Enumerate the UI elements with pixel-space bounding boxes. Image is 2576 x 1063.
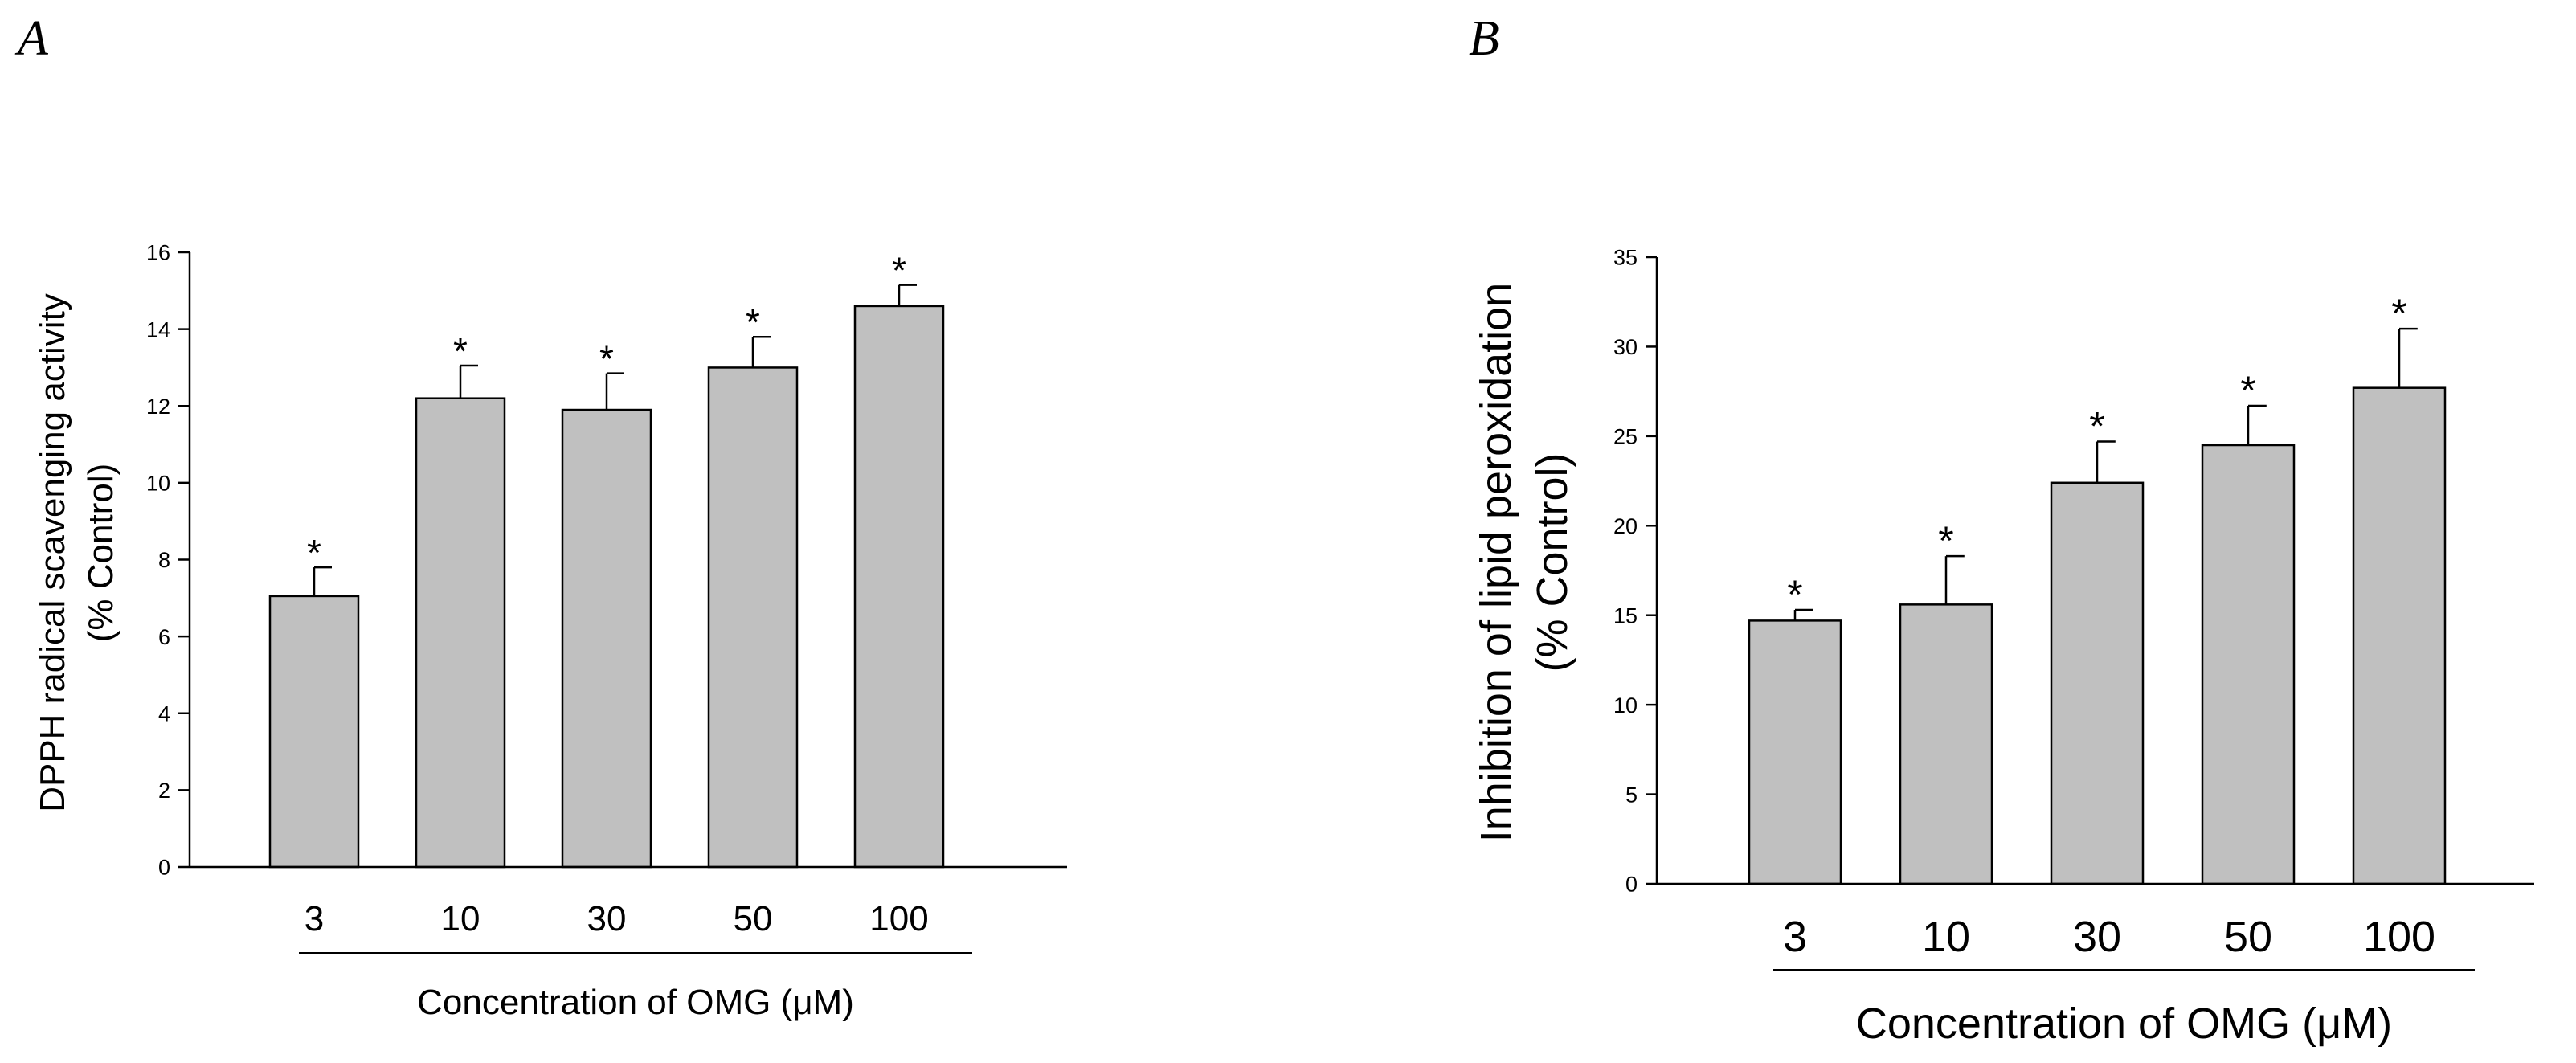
x-category-label: 50 bbox=[734, 899, 773, 938]
significance-marker: * bbox=[746, 301, 760, 343]
bar bbox=[853, 305, 945, 869]
x-axis-ticks: 3 10 30 50 100 bbox=[305, 899, 929, 938]
bar bbox=[1748, 619, 1842, 885]
panel-label: A bbox=[14, 11, 49, 66]
y-tick-label: 8 bbox=[158, 548, 170, 572]
bar bbox=[1899, 603, 1993, 885]
x-category-label: 3 bbox=[1783, 913, 1807, 961]
y-tick-label: 0 bbox=[158, 856, 170, 880]
y-tick-label: 14 bbox=[146, 317, 170, 341]
x-category-label: 30 bbox=[587, 899, 627, 938]
bar bbox=[707, 366, 799, 869]
significance-marker: * bbox=[2240, 368, 2255, 413]
y-tick-label: 16 bbox=[146, 241, 170, 265]
y-tick-label: 12 bbox=[146, 395, 170, 419]
y-axis-title-line2: (% Control) bbox=[81, 464, 121, 643]
significance-marker: * bbox=[1787, 572, 1802, 617]
y-tick-label: 4 bbox=[158, 701, 170, 726]
x-category-label: 10 bbox=[441, 899, 480, 938]
y-tick-label: 20 bbox=[1613, 514, 1638, 538]
chart-panel-b: B Inhibition of lipid peroxidation (% Co… bbox=[1469, 11, 2534, 1048]
x-category-label: 50 bbox=[2224, 913, 2272, 961]
bar bbox=[2201, 444, 2296, 885]
bars: * * * * * bbox=[1748, 291, 2447, 885]
y-tick-label: 35 bbox=[1613, 246, 1638, 270]
significance-marker: * bbox=[892, 250, 906, 292]
x-axis-title: Concentration of OMG (μM) bbox=[1856, 1000, 2392, 1048]
y-tick-label: 6 bbox=[158, 625, 170, 649]
panel-label: B bbox=[1469, 11, 1499, 66]
bar bbox=[415, 397, 506, 869]
significance-marker: * bbox=[2391, 291, 2406, 336]
y-axis-title-line1: DPPH radical scavenging activity bbox=[33, 293, 72, 812]
bar bbox=[561, 408, 652, 869]
chart-panel-a: A DPPH radical scavenging activity (% Co… bbox=[14, 11, 1067, 1022]
y-tick-label: 10 bbox=[1613, 693, 1638, 718]
y-tick-label: 5 bbox=[1625, 783, 1638, 807]
x-category-label: 100 bbox=[869, 899, 928, 938]
significance-marker: * bbox=[2089, 404, 2104, 449]
significance-marker: * bbox=[1938, 518, 1953, 563]
y-tick-label: 0 bbox=[1625, 873, 1638, 897]
significance-marker: * bbox=[453, 330, 468, 372]
y-tick-label: 10 bbox=[146, 472, 170, 496]
y-tick-label: 2 bbox=[158, 779, 170, 803]
x-axis-title: Concentration of OMG (μM) bbox=[417, 983, 854, 1022]
y-tick-label: 25 bbox=[1613, 425, 1638, 449]
significance-marker: * bbox=[599, 338, 614, 380]
x-category-label: 3 bbox=[305, 899, 324, 938]
x-category-label: 10 bbox=[1922, 913, 1970, 961]
bar bbox=[2352, 386, 2447, 885]
y-tick-label: 15 bbox=[1613, 603, 1638, 628]
x-category-label: 100 bbox=[2363, 913, 2435, 961]
bar bbox=[2050, 481, 2145, 885]
x-category-label: 30 bbox=[2073, 913, 2121, 961]
y-tick-label: 30 bbox=[1613, 335, 1638, 359]
bar bbox=[268, 595, 360, 869]
significance-marker: * bbox=[307, 532, 321, 574]
y-axis-title-line1: Inhibition of lipid peroxidation bbox=[1472, 283, 1520, 842]
y-axis-ticks: 0 5 10 15 20 25 30 35 bbox=[1613, 246, 1657, 897]
x-axis-ticks: 3 10 30 50 100 bbox=[1783, 913, 2435, 961]
y-axis-ticks: 0 2 4 6 8 10 12 14 16 bbox=[146, 241, 190, 880]
y-axis-title-line2: (% Control) bbox=[1528, 452, 1576, 672]
